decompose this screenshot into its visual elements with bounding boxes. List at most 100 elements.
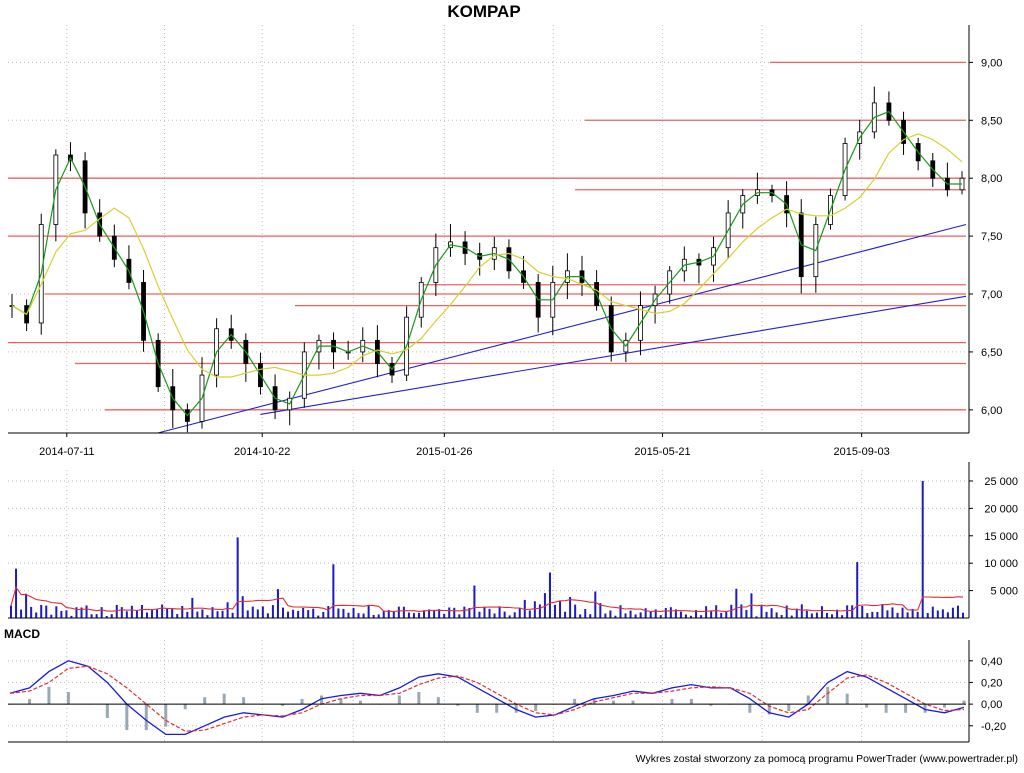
- volume-bar: [261, 606, 264, 618]
- volume-bar: [815, 612, 818, 618]
- macd-histogram-bar: [787, 704, 791, 712]
- macd-histogram-bar: [125, 704, 129, 731]
- volume-bar: [750, 593, 753, 618]
- volume-bar: [407, 612, 410, 618]
- y-tick-label: 10 000: [984, 558, 1018, 570]
- volume-bar: [649, 611, 652, 618]
- volume-bar: [352, 607, 355, 618]
- volume-bar: [856, 562, 859, 618]
- volume-bar: [941, 609, 944, 618]
- volume-bar: [609, 610, 612, 618]
- macd-histogram-bar: [923, 704, 927, 713]
- macd-histogram-bar: [203, 697, 207, 705]
- ma-short-line: [11, 110, 962, 417]
- volume-bar: [669, 607, 672, 618]
- volume-bar: [695, 610, 698, 618]
- macd-histogram-bar: [631, 700, 635, 705]
- volume-bar: [488, 608, 491, 618]
- volume-bar: [397, 606, 400, 618]
- volume-bar: [332, 564, 335, 618]
- volume-bar: [619, 605, 622, 618]
- volume-bar: [528, 610, 531, 618]
- volume-bar: [105, 615, 108, 618]
- volume-bar: [735, 588, 738, 618]
- volume-bar: [745, 609, 748, 618]
- volume-bar: [35, 612, 38, 618]
- volume-bar: [357, 613, 360, 618]
- chart-title: KOMPAP: [447, 2, 520, 21]
- volume-bar: [634, 614, 637, 618]
- volume-bar: [110, 614, 113, 618]
- macd-histogram-bar: [748, 704, 752, 713]
- volume-bar: [705, 606, 708, 618]
- volume-bar: [80, 607, 83, 618]
- volume-bar: [951, 607, 954, 618]
- volume-bar: [241, 596, 244, 618]
- volume-bar: [181, 606, 184, 618]
- macd-line: [9, 660, 965, 736]
- volume-bar: [443, 613, 446, 618]
- macd-histogram-bar: [436, 697, 440, 705]
- volume-bar: [871, 611, 874, 618]
- volume-bar: [700, 615, 703, 618]
- volume-bar: [911, 608, 914, 618]
- volume-bar: [327, 606, 330, 618]
- y-tick-label: 6,00: [981, 405, 1002, 417]
- macd-histogram-bar: [144, 704, 148, 731]
- volume-bar: [377, 614, 380, 618]
- volume-bar: [533, 601, 536, 618]
- volume-bar: [282, 607, 284, 618]
- macd-histogram-bar: [962, 700, 966, 705]
- volume-bar: [206, 615, 209, 618]
- macd-histogram-bar: [300, 698, 304, 705]
- macd-histogram-bar: [573, 698, 577, 705]
- volume-bar: [584, 609, 587, 618]
- price-panel: [8, 61, 967, 434]
- macd-histogram-bar: [534, 704, 538, 712]
- macd-label: MACD: [4, 627, 40, 641]
- volume-bar: [231, 612, 234, 618]
- volume-bar: [433, 611, 436, 618]
- volume-bar: [554, 604, 556, 618]
- volume-bar: [841, 615, 844, 618]
- volume-bar: [468, 607, 471, 618]
- volume-bar: [765, 611, 768, 618]
- volume-bar: [725, 611, 728, 618]
- volume-bar: [382, 610, 385, 618]
- volume-bar: [659, 615, 662, 618]
- volume-bar: [785, 605, 788, 618]
- volume-bar: [402, 606, 405, 618]
- volume-bar: [70, 615, 73, 618]
- volume-bar: [156, 609, 159, 618]
- trendline: [260, 295, 967, 416]
- volume-bar: [60, 611, 63, 618]
- volume-bar: [45, 605, 48, 618]
- volume-bar: [15, 568, 18, 618]
- macd-histogram-bar: [222, 693, 226, 705]
- volume-bar: [25, 593, 28, 618]
- volume-bar: [322, 611, 325, 618]
- volume-bar: [543, 593, 546, 618]
- volume-bar: [538, 604, 541, 618]
- volume-bar: [458, 614, 461, 618]
- macd-histogram-bar: [281, 704, 285, 706]
- volume-bar: [135, 610, 138, 618]
- volume-bar: [166, 608, 169, 618]
- volume-bar: [896, 612, 899, 618]
- volume-bar: [755, 616, 758, 618]
- volume-bar: [684, 614, 687, 618]
- volume-bar: [438, 609, 441, 618]
- macd-histogram-bar: [612, 700, 616, 705]
- volume-bar: [100, 607, 103, 618]
- y-tick-label: -0,20: [981, 721, 1006, 733]
- volume-bar: [679, 611, 682, 618]
- volume-bar: [292, 609, 295, 618]
- volume-bar: [498, 606, 501, 618]
- volume-bar: [639, 612, 642, 618]
- volume-bar: [715, 605, 718, 618]
- volume-bar: [926, 613, 929, 618]
- macd-histogram-bar: [242, 697, 246, 705]
- y-tick-label: 20 000: [984, 503, 1018, 515]
